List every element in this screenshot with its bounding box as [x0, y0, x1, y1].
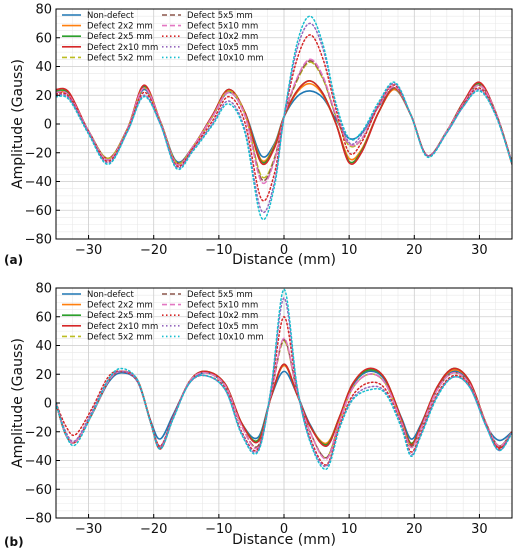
- y-axis-label: Amplitude (Gauss): [10, 59, 26, 189]
- x-axis-label: Distance (mm): [232, 252, 336, 268]
- series-line-defect-10x10-mm: [56, 288, 512, 470]
- series-line-defect-10x5-mm: [56, 22, 512, 214]
- x-tick-label: −20: [140, 522, 167, 537]
- legend-entry: Defect 10x10 mm: [187, 53, 264, 63]
- x-tick-label: −30: [75, 243, 102, 258]
- x-tick-label: 30: [471, 243, 488, 258]
- y-tick-label: 40: [35, 60, 52, 75]
- panel-label: (a): [4, 253, 23, 267]
- y-tick-label: −20: [25, 146, 52, 161]
- legend-entry: Defect 5x10 mm: [187, 22, 258, 32]
- panel-b: −30 −20 −10 0 10 20 30 −80 −60 −40 −20 0 20 40 60 80 Dis…: [4, 282, 513, 549]
- legend-entry: Defect 2x2 mm: [87, 301, 153, 311]
- legend-entry: Defect 2x5 mm: [87, 311, 153, 321]
- legend-entry: Defect 5x10 mm: [187, 301, 258, 311]
- y-tick-label: 20: [35, 368, 52, 383]
- x-tick-label: 10: [341, 522, 358, 537]
- y-tick-label: 0: [44, 397, 52, 412]
- series-group: [56, 15, 512, 221]
- y-tick-label: 60: [35, 310, 52, 325]
- legend-entry: Defect 10x5 mm: [187, 322, 258, 332]
- y-tick-label: 80: [35, 3, 52, 18]
- x-axis-label: Distance (mm): [232, 532, 336, 548]
- x-tick-label: 0: [280, 522, 288, 537]
- legend-entry: Defect 5x5 mm: [187, 290, 253, 300]
- legend-entry: Defect 2x10 mm: [87, 322, 158, 332]
- legend-entry: Defect 10x10 mm: [187, 332, 264, 342]
- legend-entry: Defect 5x2 mm: [87, 53, 153, 63]
- panel-label: (b): [4, 535, 24, 549]
- x-tick-label: 0: [280, 243, 288, 258]
- y-tick-label: 60: [35, 31, 52, 46]
- y-tick-label: 20: [35, 89, 52, 104]
- x-tick-label: 30: [471, 522, 488, 537]
- y-tick-label: −20: [25, 425, 52, 440]
- x-tick-label: −20: [140, 243, 167, 258]
- x-tick-label: −30: [75, 522, 102, 537]
- legend-entry: Defect 2x10 mm: [87, 43, 158, 53]
- y-tick-label: −60: [25, 483, 52, 498]
- x-tick-label: 10: [341, 243, 358, 258]
- y-axis-label: Amplitude (Gauss): [10, 338, 26, 468]
- series-group: [56, 288, 512, 470]
- legend-entry: Defect 2x5 mm: [87, 32, 153, 42]
- y-tick-label: −40: [25, 175, 52, 190]
- y-tick-label: 40: [35, 339, 52, 354]
- y-tick-label: 0: [44, 118, 52, 133]
- x-tick-label: −10: [205, 243, 232, 258]
- panel-a: −30 −20 −10 0 10 20 30 −80 −60 −40 −20 0 20 40 60 80 Dis…: [4, 3, 513, 268]
- y-tick-label: −60: [25, 204, 52, 219]
- series-line-defect-10x5-mm: [56, 297, 512, 468]
- series-line-defect-10x2-mm: [56, 315, 512, 466]
- x-tick-label: 20: [406, 243, 423, 258]
- grid: [55, 8, 513, 240]
- y-tick-label: −40: [25, 454, 52, 469]
- x-tick-label: 20: [406, 522, 423, 537]
- legend-entry: Defect 10x5 mm: [187, 43, 258, 53]
- y-tick-label: −80: [25, 233, 52, 248]
- legend-entry: Defect 2x2 mm: [87, 22, 153, 32]
- series-line-defect-10x10-mm: [56, 15, 512, 221]
- legend-entry: Defect 10x2 mm: [187, 311, 258, 321]
- legend-entry: Defect 5x2 mm: [87, 332, 153, 342]
- legend-entry: Defect 5x5 mm: [187, 11, 253, 21]
- y-tick-label: 80: [35, 282, 52, 297]
- x-tick-label: −10: [205, 522, 232, 537]
- legend-entry: Non-defect: [87, 11, 135, 21]
- legend-entry: Defect 10x2 mm: [187, 32, 258, 42]
- legend-entry: Non-defect: [87, 290, 135, 300]
- y-tick-label: −80: [25, 512, 52, 527]
